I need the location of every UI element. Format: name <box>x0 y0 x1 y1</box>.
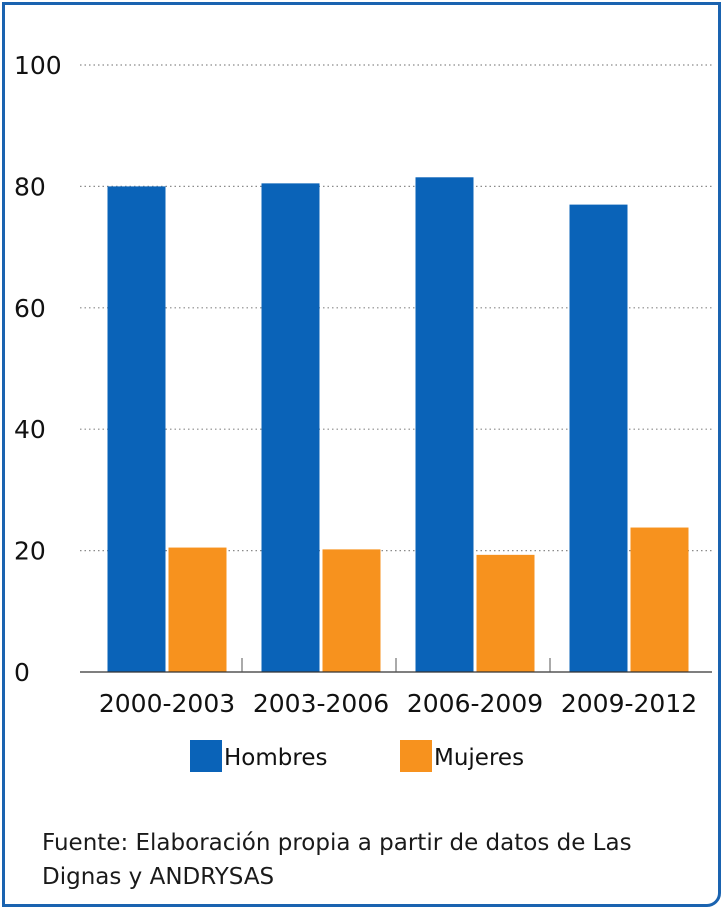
legend: Hombres Mujeres <box>190 740 524 772</box>
legend-label-hombres: Hombres <box>224 745 327 771</box>
x-tick-label: 2009-2012 <box>561 689 697 718</box>
bar-chart: 0 20 40 60 80 100 2000-2003 2003-2006 2006-2009… <box>14 51 712 772</box>
y-tick-label: 60 <box>14 294 46 323</box>
y-tick-label: 40 <box>14 415 46 444</box>
x-tick-label: 2003-2006 <box>253 689 389 718</box>
bar-mujeres-2009-2012 <box>630 527 689 672</box>
bar-mujeres-2003-2006 <box>322 549 381 672</box>
y-tick-label: 20 <box>14 537 46 566</box>
x-tick-label: 2000-2003 <box>99 689 235 718</box>
bar-mujeres-2000-2003 <box>168 547 227 672</box>
x-axis-ticks: 2000-2003 2003-2006 2006-2009 2009-2012 <box>99 689 697 718</box>
bar-hombres-2006-2009 <box>415 177 474 673</box>
legend-label-mujeres: Mujeres <box>434 745 524 771</box>
legend-swatch-hombres <box>190 740 222 772</box>
y-tick-label: 80 <box>14 172 46 201</box>
y-axis-ticks: 0 20 40 60 80 100 <box>14 51 62 687</box>
bars <box>107 177 689 673</box>
x-tick-label: 2006-2009 <box>407 689 543 718</box>
bar-hombres-2009-2012 <box>569 204 628 673</box>
bar-hombres-2003-2006 <box>261 183 320 673</box>
y-tick-label: 100 <box>14 51 62 80</box>
bar-mujeres-2006-2009 <box>476 554 535 672</box>
source-note: Fuente: Elaboración propia a partir de d… <box>42 830 632 890</box>
bar-hombres-2000-2003 <box>107 186 166 672</box>
x-axis <box>80 658 712 673</box>
y-tick-label: 0 <box>14 658 30 687</box>
legend-swatch-mujeres <box>400 740 432 772</box>
